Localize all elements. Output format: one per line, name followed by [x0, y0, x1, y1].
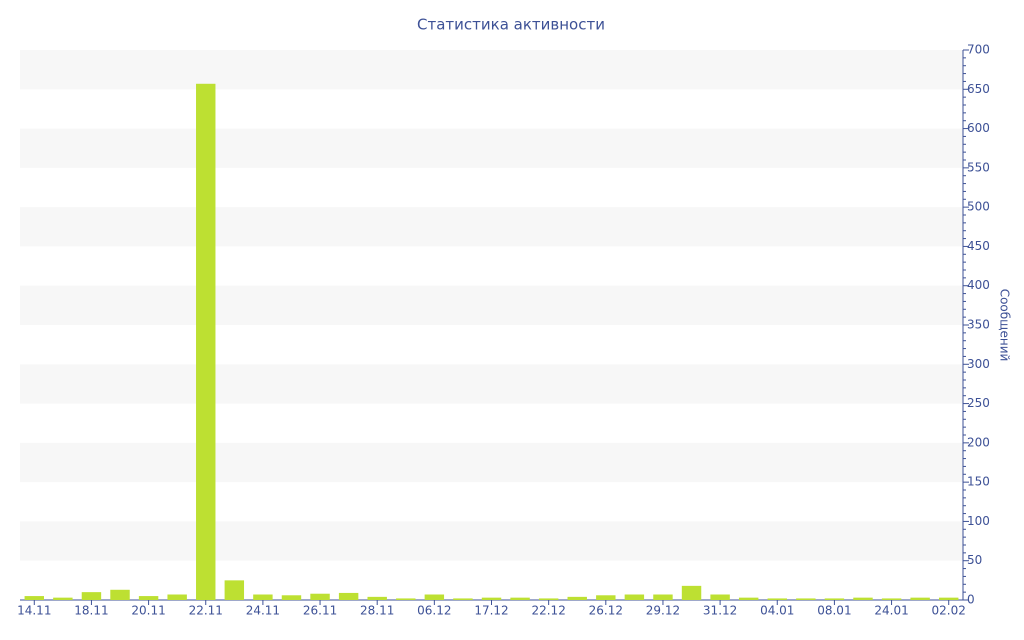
bar [881, 598, 902, 600]
y-tick-label: 600 [967, 121, 990, 135]
bar [338, 592, 359, 600]
y-tick-label: 0 [967, 593, 975, 607]
bar [424, 594, 445, 600]
bar [738, 597, 759, 600]
y-tick-label: 400 [967, 278, 990, 292]
bar [681, 585, 702, 600]
bar [167, 594, 187, 600]
x-tick-label: 29.12 [646, 604, 680, 618]
y-tick-label: 550 [967, 160, 990, 174]
grid-band [20, 207, 963, 247]
x-tick-label: 02.02 [932, 604, 966, 618]
x-tick-label: 18.11 [74, 604, 108, 618]
grid-band [20, 50, 963, 90]
bar [138, 596, 159, 600]
x-tick-label: 20.11 [131, 604, 165, 618]
x-tick-label: 14.11 [17, 604, 51, 618]
bar [453, 598, 473, 600]
x-tick-label: 26.12 [589, 604, 623, 618]
bar [653, 594, 673, 600]
x-tick-label: 24.11 [246, 604, 280, 618]
x-tick-label: 26.11 [303, 604, 337, 618]
grid-band [20, 285, 963, 325]
y-tick-label: 350 [967, 318, 990, 332]
bar [81, 592, 102, 600]
bar [110, 589, 130, 600]
bar [310, 593, 330, 600]
x-tick-label: 22.11 [189, 604, 223, 618]
x-tick-label: 08.01 [817, 604, 851, 618]
y-tick-label: 100 [967, 514, 990, 528]
grid-band [20, 442, 963, 483]
x-tick-label: 31.12 [703, 604, 737, 618]
bar [367, 596, 387, 600]
bar [24, 596, 45, 600]
bar [396, 598, 416, 600]
bar [853, 597, 873, 600]
grid-band [20, 128, 963, 168]
bar [196, 83, 216, 601]
bar [824, 598, 845, 600]
bar [281, 595, 302, 600]
y-tick-label: 450 [967, 239, 990, 253]
grid-band [20, 521, 963, 561]
bar [624, 594, 645, 600]
y-tick-label: 700 [967, 43, 990, 57]
bar [538, 598, 559, 600]
bar [796, 598, 816, 600]
x-tick-label: 22.12 [531, 604, 565, 618]
y-tick-label: 150 [967, 475, 990, 489]
bar [510, 597, 530, 600]
x-tick-label: 17.12 [474, 604, 508, 618]
y-axis-title: Сообщений [998, 289, 1012, 362]
bar [567, 596, 587, 600]
bar [938, 597, 959, 600]
bar [481, 597, 502, 600]
bar [596, 595, 616, 600]
x-tick-label: 04.01 [760, 604, 794, 618]
y-tick-label: 200 [967, 435, 990, 449]
grid-band [20, 364, 963, 404]
y-tick-label: 300 [967, 357, 990, 371]
y-tick-label: 650 [967, 82, 990, 96]
bar [710, 594, 730, 600]
x-tick-label: 24.01 [874, 604, 908, 618]
bar [910, 597, 930, 600]
x-tick-label: 06.12 [417, 604, 451, 618]
bar [767, 598, 787, 600]
chart-title: Статистика активности [417, 16, 605, 34]
bar [224, 580, 245, 600]
y-tick-label: 250 [967, 396, 990, 410]
plot-background [20, 50, 963, 561]
x-tick-label: 28.11 [360, 604, 394, 618]
y-tick-label: 50 [967, 553, 982, 567]
bar [53, 597, 73, 600]
bar [253, 594, 273, 600]
y-tick-label: 500 [967, 200, 990, 214]
